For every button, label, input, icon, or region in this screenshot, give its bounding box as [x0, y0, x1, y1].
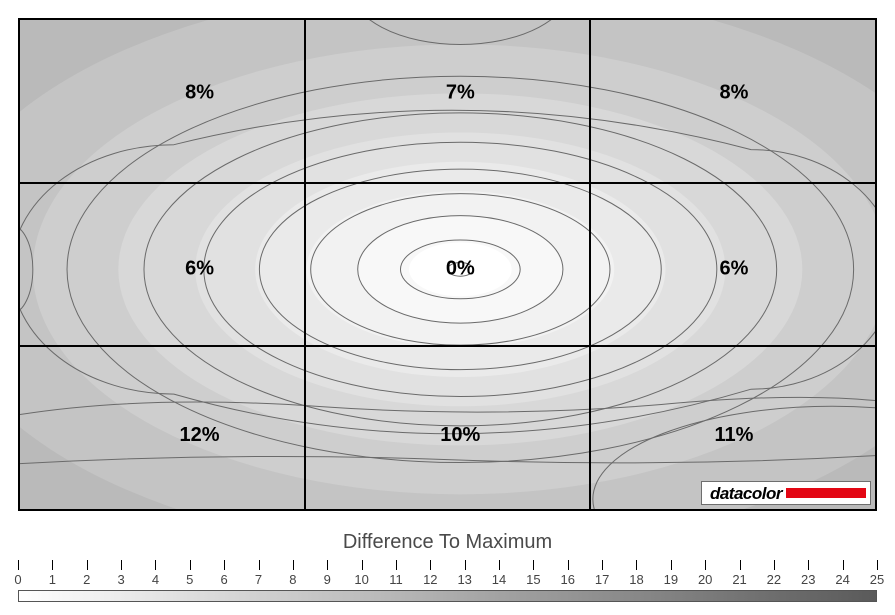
- legend-tick: [396, 560, 397, 570]
- cell-label-2-2: 11%: [714, 424, 753, 446]
- legend-tick-label: 4: [152, 572, 159, 587]
- cell-label-2-1: 10%: [440, 424, 480, 446]
- legend-tick: [18, 560, 19, 570]
- cell-label-1-0: 6%: [185, 258, 214, 280]
- legend-tick: [705, 560, 706, 570]
- legend-tick-label: 19: [664, 572, 678, 587]
- legend-tick: [87, 560, 88, 570]
- legend-tick-label: 10: [354, 572, 368, 587]
- legend-tick-label: 14: [492, 572, 506, 587]
- legend-tick: [602, 560, 603, 570]
- legend-tick: [293, 560, 294, 570]
- legend-tick-label: 11: [389, 572, 403, 587]
- legend-tick: [808, 560, 809, 570]
- legend-tick: [190, 560, 191, 570]
- legend-tick-label: 1: [49, 572, 56, 587]
- legend-tick: [362, 560, 363, 570]
- brand-logo-bar: [786, 488, 866, 498]
- legend-ticks: 0123456789101112131415161718192021222324…: [18, 560, 877, 590]
- legend-tick-label: 2: [83, 572, 90, 587]
- legend-tick-label: 24: [835, 572, 849, 587]
- legend-tick: [671, 560, 672, 570]
- legend-tick: [774, 560, 775, 570]
- legend-tick: [465, 560, 466, 570]
- legend: Difference To Maximum 012345678910111213…: [18, 529, 877, 602]
- legend-tick: [636, 560, 637, 570]
- legend-tick-label: 3: [117, 572, 124, 587]
- cell-label-0-1: 7%: [446, 82, 475, 104]
- legend-tick-label: 18: [629, 572, 643, 587]
- legend-tick-label: 5: [186, 572, 193, 587]
- legend-tick: [327, 560, 328, 570]
- legend-tick-label: 21: [732, 572, 746, 587]
- legend-gradient-bar: [18, 590, 877, 602]
- legend-tick: [430, 560, 431, 570]
- legend-tick: [155, 560, 156, 570]
- cell-label-0-0: 8%: [185, 82, 214, 104]
- legend-tick: [843, 560, 844, 570]
- legend-tick-label: 15: [526, 572, 540, 587]
- legend-tick-label: 9: [324, 572, 331, 587]
- cell-label-0-2: 8%: [719, 82, 748, 104]
- cell-label-2-0: 12%: [180, 424, 220, 446]
- legend-tick: [568, 560, 569, 570]
- legend-tick-label: 20: [698, 572, 712, 587]
- legend-tick-label: 13: [457, 572, 471, 587]
- legend-tick: [259, 560, 260, 570]
- stage: 8% 7% 8% 6% 0% 6% 12% 10% 11% datacolor Differen…: [0, 0, 895, 615]
- contour-plot: 8% 7% 8% 6% 0% 6% 12% 10% 11% datacolor: [18, 18, 877, 511]
- legend-tick-label: 23: [801, 572, 815, 587]
- legend-tick-label: 25: [870, 572, 884, 587]
- legend-tick-label: 0: [14, 572, 21, 587]
- cell-label-1-1: 0%: [446, 258, 475, 280]
- legend-tick: [52, 560, 53, 570]
- legend-tick-label: 7: [255, 572, 262, 587]
- legend-tick-label: 6: [221, 572, 228, 587]
- legend-tick-label: 16: [561, 572, 575, 587]
- legend-tick-label: 12: [423, 572, 437, 587]
- legend-tick: [499, 560, 500, 570]
- brand-logo: datacolor: [701, 481, 871, 505]
- legend-tick: [740, 560, 741, 570]
- legend-title: Difference To Maximum: [18, 531, 877, 554]
- legend-tick: [533, 560, 534, 570]
- legend-tick: [121, 560, 122, 570]
- legend-tick-label: 8: [289, 572, 296, 587]
- legend-tick: [877, 560, 878, 570]
- legend-tick-label: 17: [595, 572, 609, 587]
- cell-label-1-2: 6%: [719, 258, 748, 280]
- legend-tick-label: 22: [767, 572, 781, 587]
- legend-tick: [224, 560, 225, 570]
- contour-svg: 8% 7% 8% 6% 0% 6% 12% 10% 11%: [20, 20, 875, 509]
- brand-logo-text: datacolor: [710, 485, 786, 502]
